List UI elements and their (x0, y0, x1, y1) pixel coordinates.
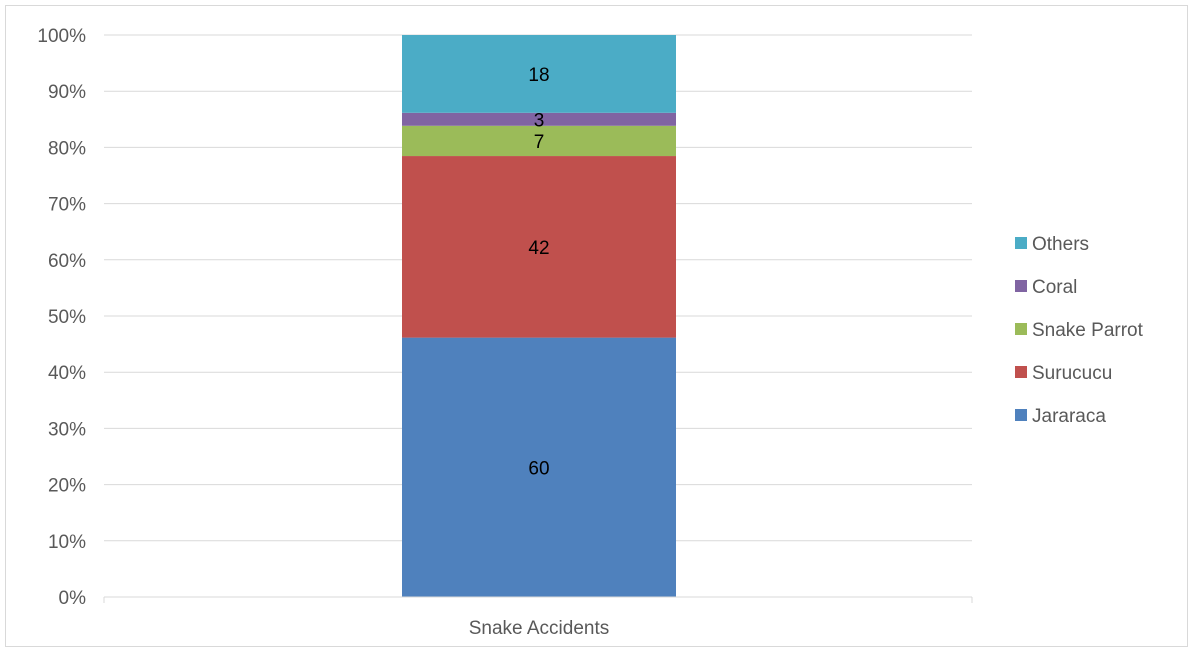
bar-segment-snake-parrot (402, 125, 676, 157)
y-tick-label: 60% (48, 251, 86, 272)
y-tick-label: 50% (48, 307, 86, 328)
y-tick-label: 80% (48, 138, 86, 159)
bar-segment-jararaca (402, 337, 676, 597)
y-tick-label: 10% (48, 532, 86, 553)
data-label: 3 (534, 110, 545, 131)
legend-label: Surucucu (1032, 363, 1112, 384)
y-tick-label: 20% (48, 476, 86, 497)
x-axis: Snake Accidents (103, 596, 973, 639)
y-axis-ticks: 0% 10% 20% 30% 40% 50% 60% 70% 80% 90% 100% (37, 26, 86, 609)
y-tick-label: 70% (48, 195, 86, 216)
y-tick-label: 30% (48, 419, 86, 440)
legend-swatch (1015, 280, 1027, 292)
y-tick-label: 40% (48, 363, 86, 384)
bar-segment-others (402, 35, 676, 113)
legend-label: Snake Parrot (1032, 320, 1144, 341)
data-label: 18 (528, 65, 549, 86)
legend-swatch (1015, 323, 1027, 335)
bar-segment-coral (402, 112, 676, 126)
legend-swatch (1015, 409, 1027, 421)
bar-segment-surucucu (402, 156, 676, 338)
data-label: 60 (528, 458, 549, 479)
x-category-label: Snake Accidents (469, 618, 609, 639)
legend-swatch (1015, 366, 1027, 378)
y-tick-label: 100% (37, 26, 86, 47)
data-labels: 60 42 73 18 (528, 65, 549, 479)
data-label: 42 (528, 238, 549, 259)
data-label: 7 (534, 132, 545, 153)
legend-swatch (1015, 237, 1027, 249)
y-tick-label: 90% (48, 82, 86, 103)
legend-label: Others (1032, 234, 1089, 255)
bar-segments (402, 35, 676, 597)
y-tick-label: 0% (59, 588, 87, 609)
legend-label: Jararaca (1032, 406, 1106, 427)
legend: Others Coral Snake Parrot Surucucu Jararaca (1015, 234, 1144, 427)
legend-label: Coral (1032, 277, 1077, 298)
